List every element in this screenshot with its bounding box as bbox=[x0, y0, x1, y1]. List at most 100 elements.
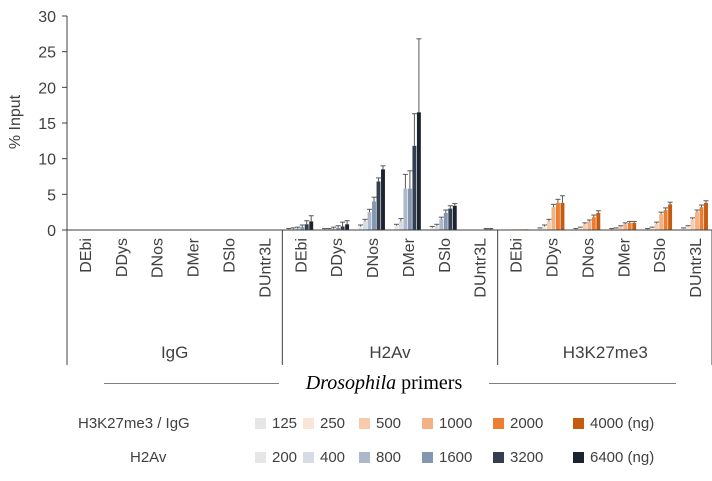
bar bbox=[556, 202, 560, 230]
bar bbox=[336, 227, 341, 230]
bar bbox=[394, 225, 399, 230]
group-labels: IgG H2Av H3K27me3 bbox=[161, 343, 648, 362]
bar bbox=[430, 227, 435, 230]
legend-swatch bbox=[255, 452, 266, 463]
y-tick-label: 10 bbox=[38, 152, 56, 169]
bar bbox=[618, 226, 623, 230]
legend-item: 800 bbox=[359, 449, 401, 466]
bar bbox=[407, 188, 412, 230]
legend-label: 500 bbox=[376, 415, 402, 432]
legend-item: 1600 bbox=[422, 449, 472, 466]
bar bbox=[650, 227, 655, 230]
legend-swatch bbox=[573, 452, 584, 463]
legend-label: 400 bbox=[320, 449, 346, 466]
bar bbox=[538, 228, 542, 230]
primer-label: DEbi bbox=[78, 238, 95, 273]
bar bbox=[654, 223, 659, 230]
legend-swatch bbox=[255, 418, 266, 429]
legend-swatch bbox=[422, 418, 433, 429]
bar bbox=[309, 221, 314, 230]
y-tick-label: 20 bbox=[38, 80, 56, 97]
group-label: H2Av bbox=[369, 343, 411, 362]
bar bbox=[659, 214, 664, 230]
bar bbox=[416, 112, 421, 230]
bar bbox=[403, 188, 408, 230]
bar bbox=[304, 224, 309, 230]
legend-item: 6400 (ng) bbox=[573, 449, 654, 466]
bar bbox=[627, 222, 632, 230]
y-tick-label: 5 bbox=[47, 187, 56, 204]
legend-swatch bbox=[359, 452, 370, 463]
y-axis: 0 5 10 15 20 25 30 bbox=[38, 9, 67, 240]
bar bbox=[704, 202, 708, 230]
primer-label: DMer bbox=[186, 237, 203, 277]
bar-chart: % Input 0 5 10 15 20 25 30 DEbi DDys DNos DMer DSl… bbox=[7, 9, 712, 365]
primer-label: DSlo bbox=[437, 238, 454, 273]
primer-label: DNos bbox=[365, 238, 382, 278]
bar bbox=[363, 221, 367, 230]
bar bbox=[596, 212, 601, 230]
x-axis-title: Drosophila primers bbox=[0, 372, 712, 396]
bar bbox=[591, 217, 596, 230]
legend-label: 125 bbox=[272, 415, 298, 432]
bar bbox=[632, 222, 637, 230]
legend-item: 250 bbox=[303, 415, 345, 432]
primer-label: DMer bbox=[616, 237, 633, 277]
legend-swatch bbox=[359, 418, 370, 429]
bar bbox=[295, 228, 300, 230]
bar bbox=[587, 221, 592, 230]
legend-label: 1000 bbox=[439, 415, 473, 432]
bar bbox=[560, 202, 565, 230]
x-axis-label: Drosophila primers bbox=[305, 372, 463, 394]
bar bbox=[578, 227, 583, 230]
legend-swatch bbox=[493, 418, 504, 429]
bar bbox=[582, 224, 587, 230]
bar bbox=[542, 226, 547, 230]
primer-label: DDys bbox=[545, 238, 562, 277]
primer-label: DUntr3L bbox=[473, 238, 490, 298]
primer-label: DSlo bbox=[652, 238, 669, 273]
bar bbox=[547, 221, 551, 230]
category-labels: DEbi DDys DNos DMer DSlo DUntr3L DEbi DDys DNos D… bbox=[78, 237, 705, 297]
bar bbox=[699, 207, 704, 230]
bar bbox=[367, 212, 372, 230]
bar bbox=[358, 226, 363, 230]
bar bbox=[345, 224, 350, 230]
legend-swatch bbox=[422, 452, 433, 463]
primer-label: DNos bbox=[580, 238, 597, 278]
bar bbox=[686, 226, 690, 230]
bar bbox=[452, 205, 457, 230]
legend-label: 4000 (ng) bbox=[590, 415, 655, 432]
axis-frame bbox=[66, 16, 712, 365]
legend-label: 1600 bbox=[439, 449, 473, 466]
group-label: H3K27me3 bbox=[563, 343, 648, 362]
bar bbox=[443, 212, 448, 230]
bar bbox=[434, 225, 439, 230]
legend-label: 200 bbox=[272, 449, 298, 466]
legend-item: 500 bbox=[359, 415, 401, 432]
bars bbox=[286, 38, 709, 230]
legend-swatch bbox=[303, 452, 314, 463]
primer-label: DEbi bbox=[293, 238, 310, 273]
primer-label: DDys bbox=[114, 238, 131, 277]
bar bbox=[300, 227, 305, 230]
bar bbox=[623, 224, 628, 230]
legend-label: 800 bbox=[376, 449, 402, 466]
y-axis-label: % Input bbox=[7, 94, 24, 149]
bar bbox=[381, 169, 385, 230]
legend-label: 2000 bbox=[510, 415, 544, 432]
legend-title: H2Av bbox=[130, 449, 167, 466]
bar bbox=[439, 219, 444, 230]
primer-label: DDys bbox=[329, 238, 346, 277]
legend-label: 3200 bbox=[510, 449, 544, 466]
bar bbox=[668, 204, 673, 230]
primer-label: DMer bbox=[401, 237, 418, 277]
primer-label: DNos bbox=[150, 238, 167, 278]
bar bbox=[614, 228, 619, 230]
bar bbox=[448, 208, 453, 230]
bar bbox=[551, 207, 556, 230]
bar bbox=[340, 226, 345, 230]
primer-label: DEbi bbox=[509, 238, 526, 273]
legend-item: 3200 bbox=[493, 449, 543, 466]
legend-swatch bbox=[493, 452, 504, 463]
